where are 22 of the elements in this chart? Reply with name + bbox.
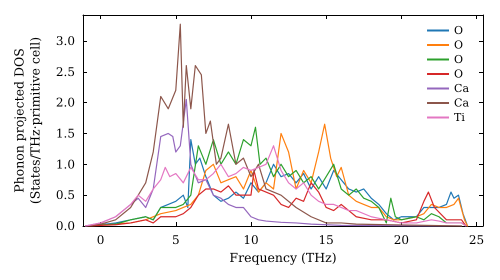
legend-label: Ti <box>454 111 466 124</box>
legend-label: O <box>454 68 464 80</box>
y-tick-label: 2.0 <box>56 96 75 110</box>
legend-label: O <box>454 53 464 66</box>
x-tick-label: 25 <box>468 233 484 247</box>
legend-label: Ca <box>454 82 470 95</box>
y-tick-label: 0.5 <box>56 188 75 202</box>
y-tick-label: 2.5 <box>56 64 75 79</box>
y-tick-label: 3.0 <box>56 34 75 48</box>
x-axis-title: Frequency (THz) <box>229 250 337 265</box>
x-tick-label: 15 <box>318 233 334 247</box>
x-tick-label: 5 <box>172 233 180 247</box>
y-tick-label: 1.0 <box>56 157 75 172</box>
y-tick-label: 1.5 <box>56 126 75 140</box>
legend-label: O <box>454 24 464 37</box>
legend-label: O <box>454 38 464 52</box>
y-tick-label: 0.0 <box>56 219 75 233</box>
x-tick-label: 20 <box>394 233 409 247</box>
y-axis-title: Phonon projected DOS (States/THz·primitive cell) <box>12 36 42 204</box>
x-tick-label: 10 <box>243 233 259 247</box>
legend-label: Ca <box>454 96 470 110</box>
x-tick-label: 0 <box>96 233 104 247</box>
